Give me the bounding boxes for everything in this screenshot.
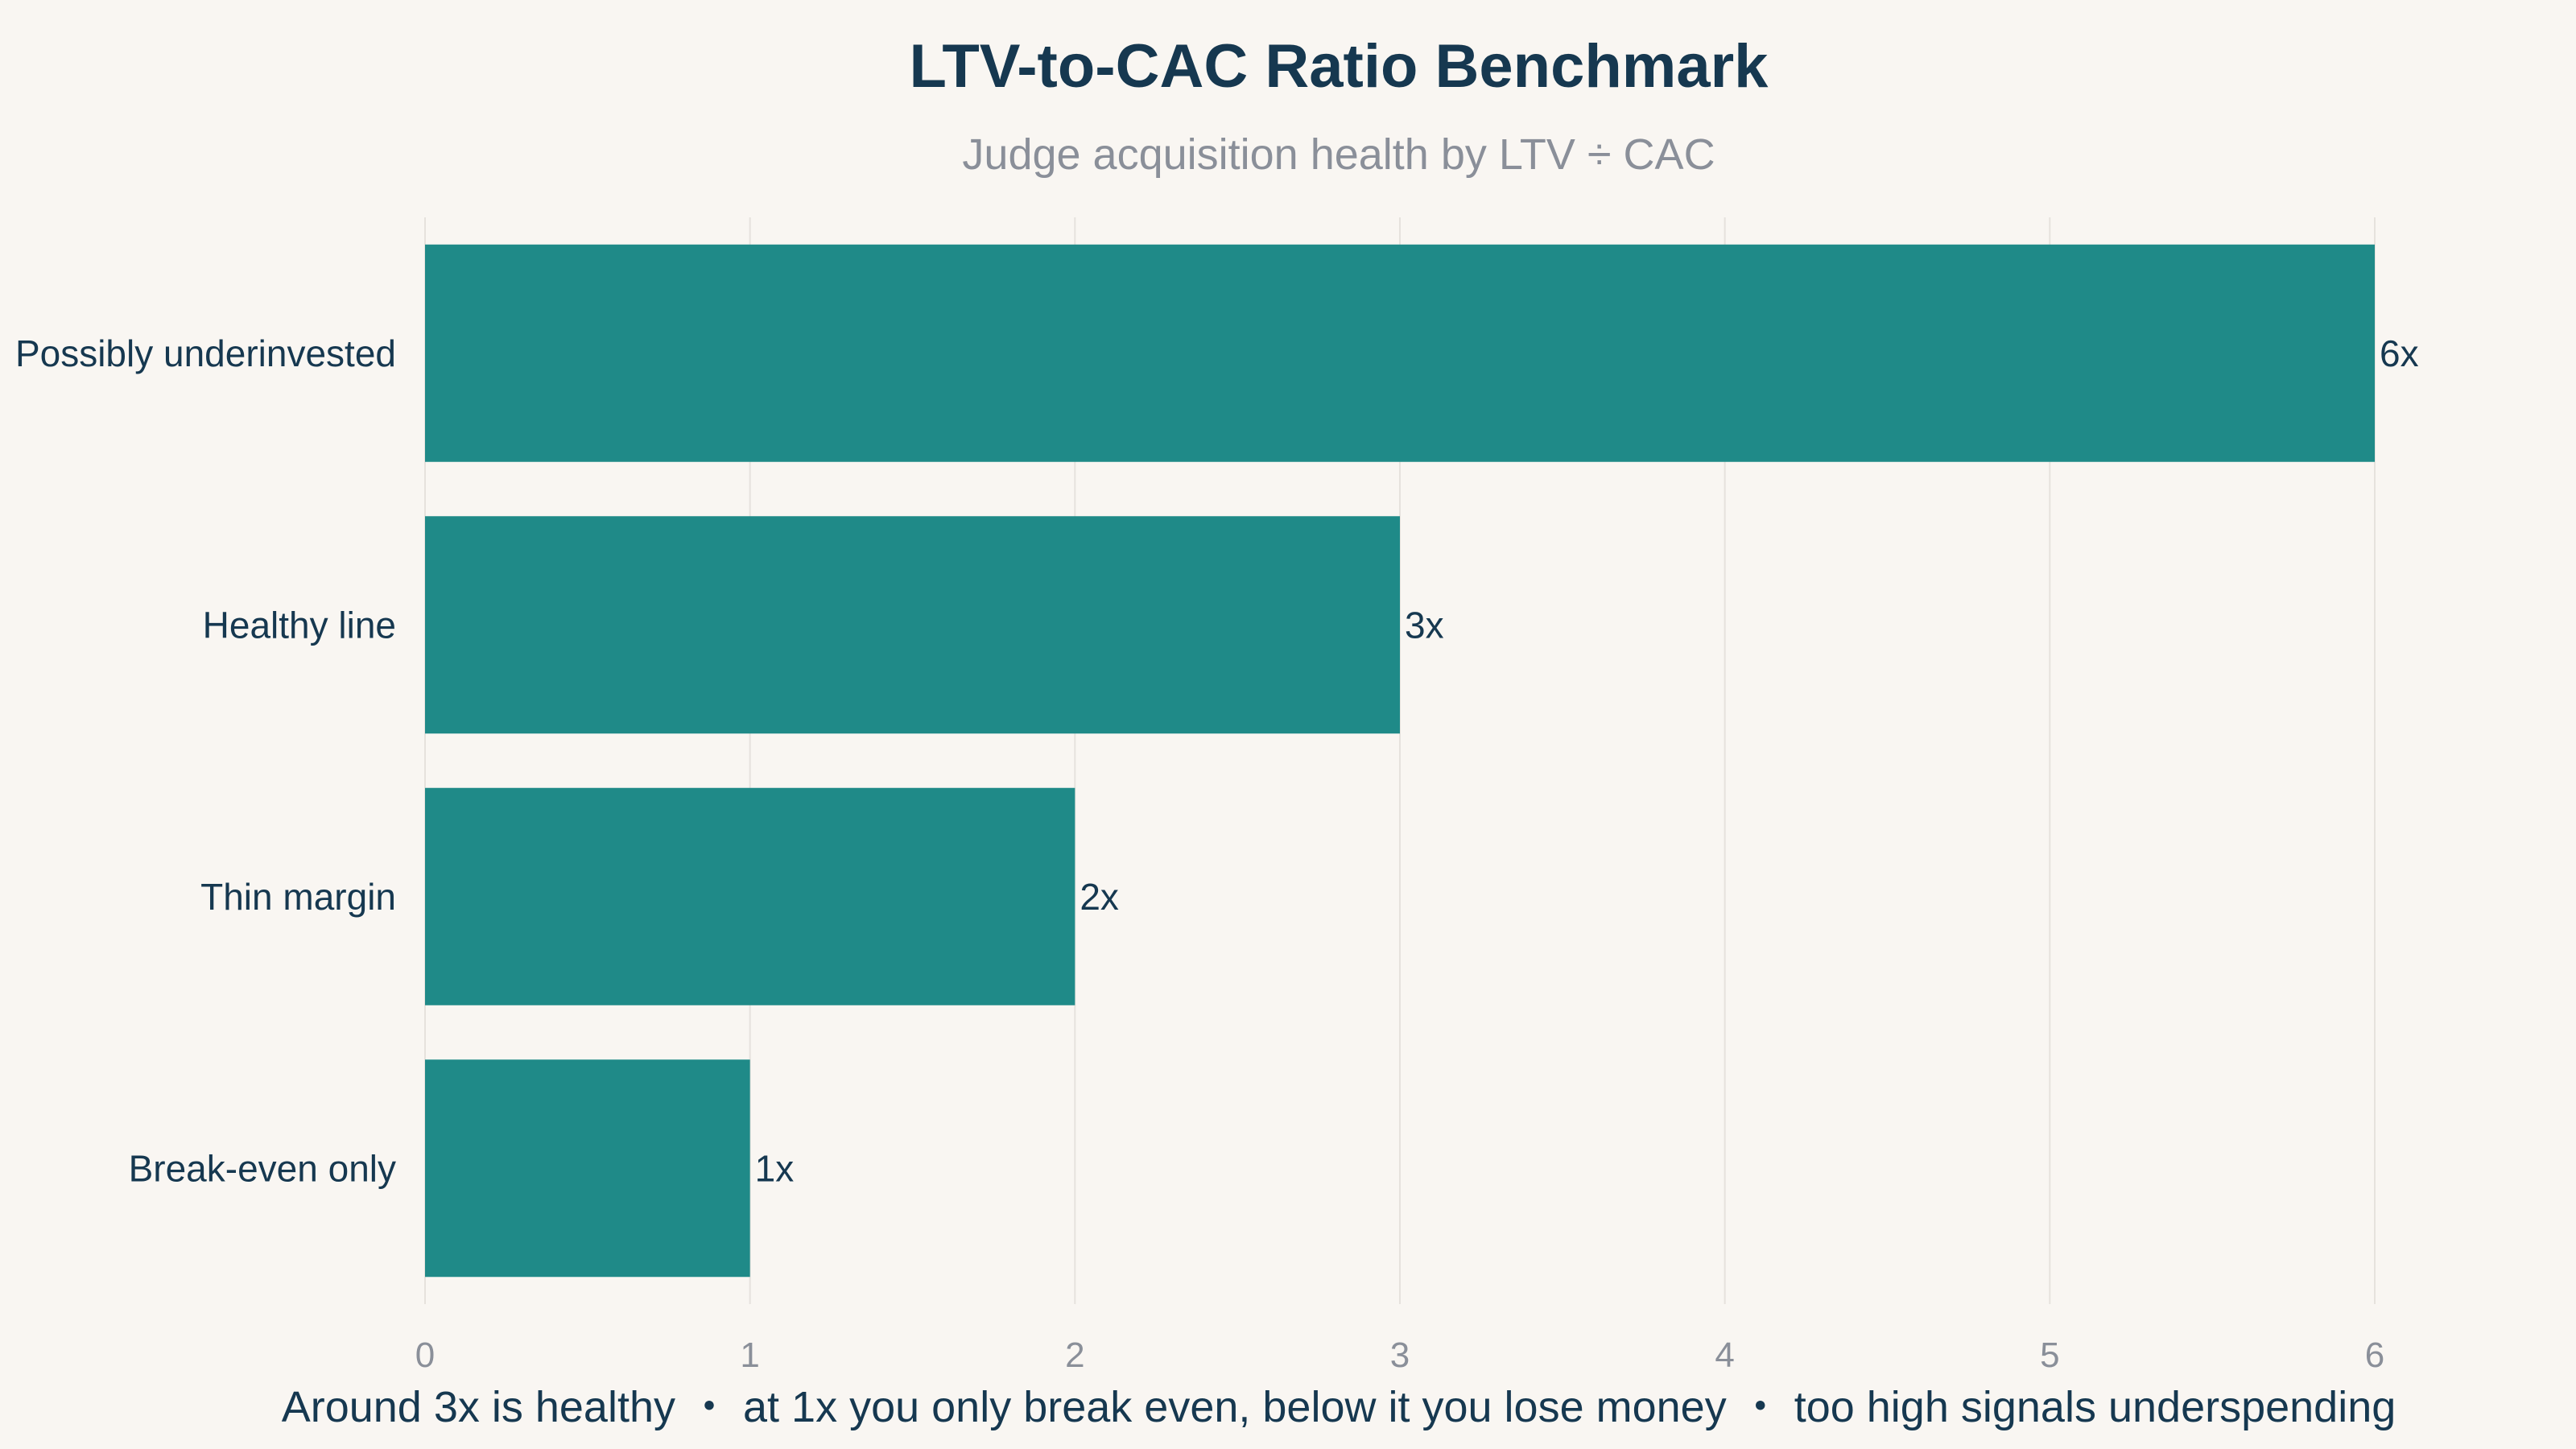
bar-value-labels: 6x 3x 2x 1x <box>755 332 2419 1190</box>
chart-subtitle: Judge acquisition health by LTV ÷ CAC <box>962 130 1715 179</box>
category-label: Possibly underinvested <box>15 332 396 374</box>
bar-value-label: 2x <box>1080 876 1119 918</box>
bar <box>425 516 1400 734</box>
x-tick-label: 5 <box>2040 1335 2059 1375</box>
bars <box>425 244 2375 1278</box>
bar <box>425 787 1075 1005</box>
x-tick-label: 0 <box>415 1335 435 1375</box>
chart-title: LTV-to-CAC Ratio Benchmark <box>910 32 1769 101</box>
x-tick-label: 3 <box>1390 1335 1410 1375</box>
bar <box>425 244 2375 462</box>
bar <box>425 1059 750 1278</box>
x-tick-labels: 0 1 2 3 4 5 6 <box>415 1335 2384 1375</box>
bar-value-label: 1x <box>755 1147 795 1189</box>
x-tick-label: 4 <box>1715 1335 1734 1375</box>
x-tick-label: 1 <box>740 1335 759 1375</box>
category-label: Break-even only <box>129 1147 396 1189</box>
bar-value-label: 3x <box>1405 604 1444 646</box>
bar-value-label: 6x <box>2380 332 2419 374</box>
category-label: Thin margin <box>200 876 396 918</box>
chart-footnote: Around 3x is healthy ・ at 1x you only br… <box>282 1383 2396 1431</box>
x-tick-label: 6 <box>2365 1335 2384 1375</box>
category-labels: Possibly underinvested Healthy line Thin m… <box>15 332 396 1190</box>
category-label: Healthy line <box>203 604 396 646</box>
x-tick-label: 2 <box>1065 1335 1084 1375</box>
